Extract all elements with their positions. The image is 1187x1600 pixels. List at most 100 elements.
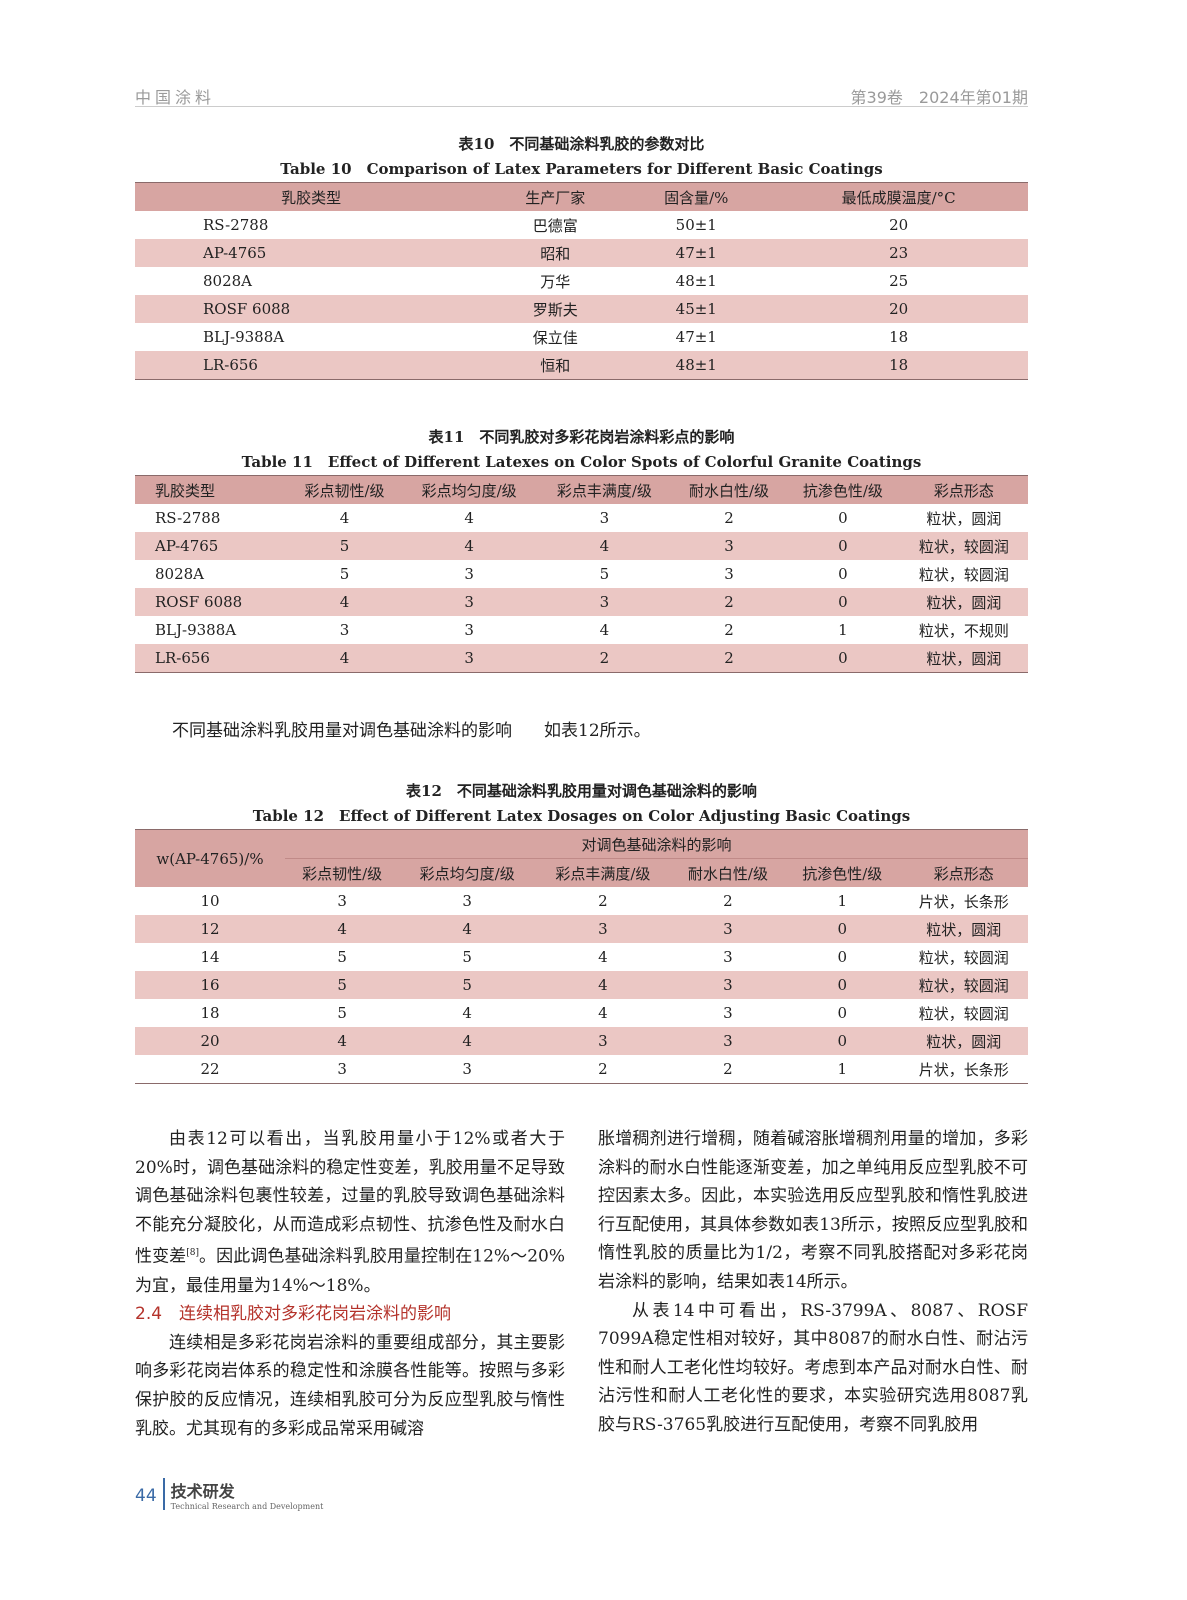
table-cell: 47±1 bbox=[675, 328, 717, 346]
table-cell: 1 bbox=[837, 1060, 848, 1078]
table-cell: 5 bbox=[599, 565, 610, 583]
table-cell: 4 bbox=[285, 1027, 400, 1055]
table-cell: 4 bbox=[399, 915, 536, 943]
table-cell: 3 bbox=[337, 892, 347, 910]
table-cell: 4 bbox=[287, 588, 402, 616]
table-cell: 粒状，较圆润 bbox=[918, 565, 1009, 584]
header-divider bbox=[135, 106, 1028, 107]
column-header: 抗渗色性/级 bbox=[785, 475, 900, 504]
footer-divider bbox=[162, 1478, 165, 1510]
table-cell: 0 bbox=[785, 915, 900, 943]
table-cell: RS-2788 bbox=[203, 216, 269, 234]
table-cell: 25 bbox=[889, 272, 909, 290]
table-cell: 3 bbox=[723, 1004, 733, 1022]
table-cell: 0 bbox=[785, 1027, 900, 1055]
table-cell: 4 bbox=[462, 1004, 472, 1022]
citation[interactable]: [8] bbox=[186, 1248, 199, 1259]
table-cell: 粒状，圆润 bbox=[899, 644, 1028, 673]
group-header: 对调色基础涂料的影响 bbox=[285, 829, 1028, 859]
table-row: 12 4 4 3 3 0 粒状，圆润 bbox=[135, 915, 1028, 943]
table-cell: AP-4765 bbox=[135, 532, 288, 560]
table-cell: 4 bbox=[285, 915, 400, 943]
journal-name: 中国涂料 bbox=[135, 88, 216, 107]
table-10: 乳胶类型 生产厂家 固含量/% 最低成膜温度/°C RS-2788 巴德富 50±1 20 AP… bbox=[135, 182, 1028, 380]
table-cell: 2 bbox=[672, 588, 786, 616]
column-header: 固含量/% bbox=[623, 182, 770, 211]
header-row: 乳胶类型 彩点韧性/级 彩点均匀度/级 彩点丰满度/级 耐水白性/级 抗渗色性/级 彩点形态 bbox=[135, 475, 1028, 504]
table-cell: 2 bbox=[598, 892, 608, 910]
table-cell: 0 bbox=[785, 588, 900, 616]
table-row: LR-656 4 3 2 2 0 粒状，圆润 bbox=[135, 644, 1028, 673]
table-12: w(AP-4765)/% 对调色基础涂料的影响 彩点韧性/级 彩点均匀度/级 彩点丰… bbox=[135, 829, 1028, 1084]
table-cell: 巴德富 bbox=[532, 216, 578, 235]
table-cell: 5 bbox=[462, 948, 472, 966]
column-header: 彩点均匀度/级 bbox=[401, 475, 537, 504]
table-cell: 0 bbox=[837, 948, 848, 966]
table-cell: 粒状，较圆润 bbox=[918, 948, 1009, 967]
table-cell: 2 bbox=[672, 644, 786, 673]
intro-ref: 如表12所示。 bbox=[544, 721, 651, 741]
table-row: 8028A 万华 48±1 25 bbox=[135, 267, 1028, 295]
table-cell: 4 bbox=[599, 621, 610, 639]
row-header: w(AP-4765)/% bbox=[135, 829, 285, 887]
column-header: 耐水白性/级 bbox=[670, 858, 786, 887]
table-row: ROSF 6088 罗斯夫 45±1 20 bbox=[135, 295, 1028, 323]
table-cell: ROSF 6088 bbox=[135, 295, 488, 323]
table-row: 10 3 3 2 2 1 片状，长条形 bbox=[135, 887, 1028, 915]
table-cell: 3 bbox=[401, 588, 537, 616]
table-cell: 4 bbox=[339, 509, 350, 527]
table-row: BLJ-9388A 3 3 4 2 1 粒状，不规则 bbox=[135, 616, 1028, 644]
column-left: 由表12可以看出，当乳胶用量小于12%或者大于20%时，调色基础涂料的稳定性变差… bbox=[135, 1125, 565, 1443]
column-header: 彩点形态 bbox=[899, 858, 1028, 887]
table10-caption-en: Table 10 Comparison of Latex Parameters … bbox=[280, 160, 883, 178]
table-cell: 粒状，较圆润 bbox=[918, 1004, 1009, 1023]
table10-caption-cn: 表10 不同基础涂料乳胶的参数对比 bbox=[458, 135, 705, 153]
table-row: BLJ-9388A 保立佳 47±1 18 bbox=[135, 323, 1028, 351]
table-cell: 粒状，圆润 bbox=[899, 915, 1028, 943]
table-cell: 3 bbox=[339, 621, 350, 639]
table-row: ROSF 6088 4 3 3 2 0 粒状，圆润 bbox=[135, 588, 1028, 616]
table-cell: 2 bbox=[598, 1060, 608, 1078]
table-cell: 3 bbox=[724, 565, 734, 583]
section-heading: 2.4 连续相乳胶对多彩花岗岩涂料的影响 bbox=[135, 1304, 452, 1325]
text: 由表12可以看出，当乳胶用量小于12%或者大于20%时，调色基础涂料的稳定性变差… bbox=[135, 1129, 565, 1268]
table12-caption-en: Table 12 Effect of Different Latex Dosag… bbox=[252, 807, 911, 825]
table-cell: 50±1 bbox=[675, 216, 717, 234]
table-cell: 23 bbox=[769, 239, 1028, 267]
column-header: 乳胶类型 bbox=[135, 182, 488, 211]
table-cell: 45±1 bbox=[623, 295, 770, 323]
table-cell: 3 bbox=[401, 644, 537, 673]
table-cell: 5 bbox=[285, 971, 400, 999]
table-row: 14 5 5 4 3 0 粒状，较圆润 bbox=[135, 943, 1028, 971]
table-cell: 4 bbox=[535, 971, 671, 999]
table-cell: 片状，长条形 bbox=[918, 1060, 1009, 1079]
table-cell: 3 bbox=[536, 588, 673, 616]
table-cell: 保立佳 bbox=[532, 328, 578, 347]
column-header: 彩点均匀度/级 bbox=[399, 858, 536, 887]
table-cell: 3 bbox=[599, 509, 610, 527]
table-cell: LR-656 bbox=[135, 351, 488, 380]
paragraph: 连续相是多彩花岗岩涂料的重要组成部分，其主要影响多彩花岗岩体系的稳定性和涂膜各性… bbox=[135, 1332, 565, 1439]
table-cell: AP-4765 bbox=[135, 239, 488, 267]
table-row: 8028A 5 3 5 3 0 粒状，较圆润 bbox=[135, 560, 1028, 588]
table-cell: 2 bbox=[536, 644, 673, 673]
table-cell: 5 bbox=[339, 565, 350, 583]
table-cell: 3 bbox=[670, 971, 786, 999]
page-number: 44 bbox=[135, 1486, 157, 1506]
issue-info: 第39卷 2024年第01期 bbox=[850, 88, 1028, 107]
table-cell: 2 bbox=[723, 892, 733, 910]
section-name-en: Technical Research and Development bbox=[170, 1502, 324, 1511]
table-cell: RS-2788 bbox=[155, 509, 221, 527]
table-cell: 5 bbox=[287, 532, 402, 560]
table-cell: 20 bbox=[769, 295, 1028, 323]
table-cell: 0 bbox=[785, 644, 900, 673]
table-cell: 8028A bbox=[203, 272, 253, 290]
table-cell: 18 bbox=[200, 1004, 220, 1022]
header-row: 乳胶类型 生产厂家 固含量/% 最低成膜温度/°C bbox=[135, 182, 1028, 211]
table-cell: 18 bbox=[769, 351, 1028, 380]
table11-caption-en: Table 11 Effect of Different Latexes on … bbox=[241, 453, 922, 471]
paragraph: 胀增稠剂进行增稠，随着碱溶胀增稠剂用量的增加，多彩涂料的耐水白性能逐渐变差，加之… bbox=[598, 1129, 1028, 1292]
table12-intro: 不同基础涂料乳胶用量对调色基础涂料的影响 如表12所示。 bbox=[172, 716, 651, 741]
table-cell: LR-656 bbox=[135, 644, 288, 673]
